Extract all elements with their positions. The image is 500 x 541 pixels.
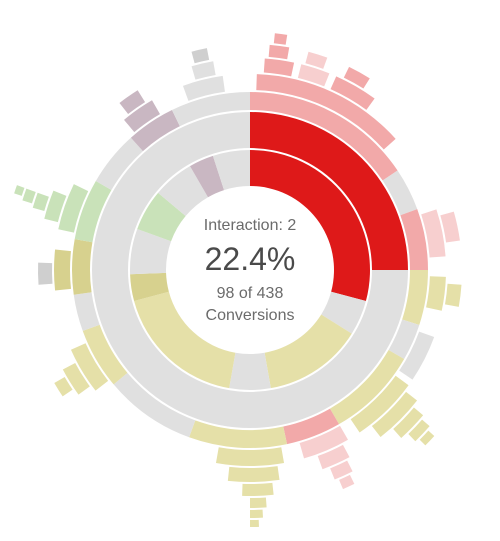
sunburst-segment[interactable] [264,59,294,77]
sunburst-segment[interactable] [33,193,49,211]
sunburst-segment[interactable] [445,284,461,307]
sunburst-segment[interactable] [339,475,354,489]
sunburst-segment[interactable] [192,61,216,79]
sunburst-segment[interactable] [426,276,446,310]
sunburst-chart[interactable]: Interaction: 2 22.4% 98 of 438 Conversio… [0,0,500,541]
sunburst-svg [0,0,500,541]
sunburst-segment[interactable] [229,353,271,390]
sunburst-segment[interactable] [38,263,52,285]
sunburst-segment[interactable] [269,45,290,59]
sunburst-segment[interactable] [242,483,274,496]
sunburst-segment[interactable] [54,250,71,291]
sunburst-segment[interactable] [22,189,35,204]
sunburst-segment[interactable] [250,497,267,508]
sunburst-segment[interactable] [250,510,263,518]
sunburst-segment[interactable] [14,185,24,196]
sunburst-segment[interactable] [192,48,210,63]
sunburst-segment[interactable] [274,33,287,45]
sunburst-segment[interactable] [216,447,284,466]
sunburst-segment[interactable] [72,239,92,295]
sunburst-segment[interactable] [250,520,259,527]
sunburst-segment[interactable] [228,466,280,482]
